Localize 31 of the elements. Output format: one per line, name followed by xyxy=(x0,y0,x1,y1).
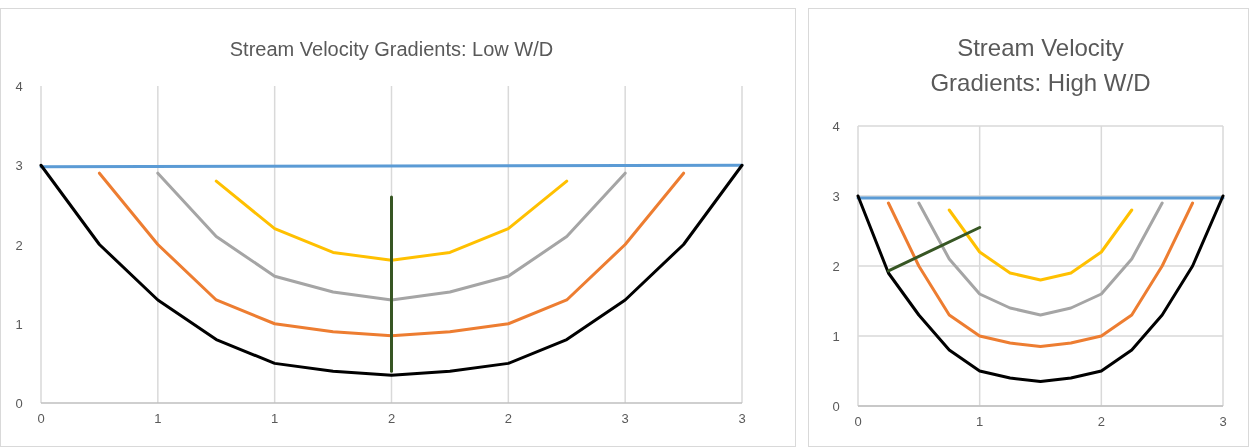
line-series xyxy=(886,201,1195,348)
y-tick-label: 1 xyxy=(832,329,840,344)
x-tick-label: 0 xyxy=(854,414,862,429)
x-tick-label: 1 xyxy=(154,411,162,426)
y-tick-label: 1 xyxy=(15,316,23,332)
line-series xyxy=(214,179,569,262)
y-tick-label: 0 xyxy=(832,399,840,414)
line-series xyxy=(39,163,744,377)
x-tick-label: 1 xyxy=(271,411,279,426)
x-tick-label: 2 xyxy=(504,411,512,426)
x-tick-label: 2 xyxy=(387,411,396,426)
line-series xyxy=(947,208,1134,282)
y-tick-label: 3 xyxy=(15,158,23,174)
x-tick-label: 2 xyxy=(1097,414,1105,429)
line-series xyxy=(156,171,627,302)
y-tick-label: 3 xyxy=(832,189,840,204)
x-tick-label: 3 xyxy=(1219,414,1227,429)
chart-title: Stream Velocity Gradients: High W/D xyxy=(930,34,1151,96)
y-tick-label: 0 xyxy=(15,396,23,411)
x-tick-label: 0 xyxy=(37,411,45,426)
line-series xyxy=(917,201,1164,317)
x-tick-label: 3 xyxy=(738,411,746,426)
chart-title: Stream Velocity Gradients: Low W/D xyxy=(229,38,554,60)
y-tick-label: 4 xyxy=(15,79,23,94)
x-tick-label: 1 xyxy=(976,414,984,429)
x-tick-label: 3 xyxy=(621,411,629,426)
y-tick-label: 2 xyxy=(832,259,840,274)
line-series xyxy=(97,171,686,338)
line-series xyxy=(856,194,1225,383)
y-tick-label: 2 xyxy=(15,237,23,253)
y-tick-label: 4 xyxy=(832,119,840,134)
